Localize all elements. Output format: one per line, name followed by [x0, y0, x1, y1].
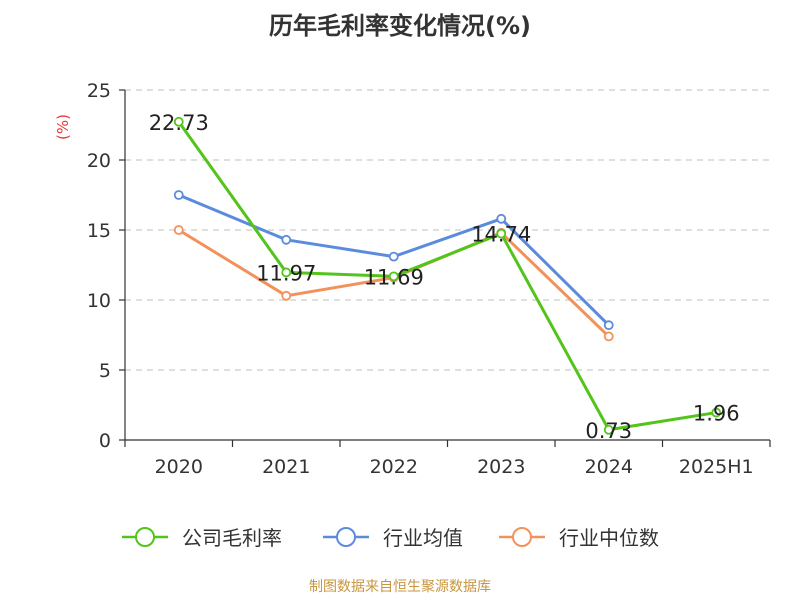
x-tick-label: 2021: [262, 456, 310, 478]
x-tick-label: 2020: [155, 456, 203, 478]
data-label: 14.74: [471, 223, 531, 247]
legend-marker: [336, 527, 356, 547]
data-label: 11.97: [256, 261, 316, 285]
y-axis-label: (%): [54, 114, 72, 140]
data-point: [173, 225, 184, 235]
data-label: 22.73: [149, 111, 209, 135]
data-label: 11.69: [364, 265, 424, 289]
data-point: [388, 271, 399, 282]
data-point: [173, 190, 184, 200]
series-lines: [173, 116, 722, 435]
data-label: 0.73: [585, 419, 632, 443]
legend: 公司毛利率 行业均值 行业中位数: [122, 526, 659, 550]
data-label: 1.96: [693, 402, 740, 426]
legend-marker: [512, 527, 532, 547]
y-tick-label: 10: [87, 290, 111, 312]
data-point: [496, 228, 507, 239]
data-point: [281, 234, 292, 245]
data-point: [603, 320, 614, 331]
y-tick-label: 5: [99, 360, 111, 382]
data-point: [173, 116, 184, 127]
y-tick-label: 20: [87, 150, 111, 172]
y-tick-label: 0: [99, 430, 111, 452]
data-point: [603, 424, 614, 435]
legend-label: 公司毛利率: [182, 526, 282, 550]
legend-marker: [135, 527, 155, 547]
data-labels: 22.73 11.97 11.69 14.74 0.73 1.96: [149, 111, 740, 443]
x-tick-label: 2024: [585, 456, 633, 478]
data-point: [281, 267, 292, 278]
x-tick-label: 2023: [477, 456, 525, 478]
y-tick-label: 15: [87, 220, 111, 242]
grid-lines: [125, 89, 770, 371]
data-source-note: 制图数据来自恒生聚源数据库: [309, 579, 491, 595]
x-tick-label: 2022: [370, 456, 418, 478]
legend-label: 行业中位数: [559, 526, 659, 550]
data-point: [603, 331, 614, 342]
data-point: [711, 407, 722, 418]
legend-label: 行业均值: [383, 526, 463, 550]
data-point: [496, 213, 507, 224]
data-point: [388, 251, 399, 262]
y-tick-label: 25: [87, 80, 111, 102]
series-line-0: [177, 120, 717, 432]
axes: 0 5 10 15 20 25 (%) 2020 2021 2022 2023 2024 2025H1: [54, 80, 771, 478]
data-point: [281, 290, 292, 301]
x-tick-label: 2025H1: [679, 456, 754, 478]
chart-title: 历年毛利率变化情况(%): [269, 12, 531, 40]
